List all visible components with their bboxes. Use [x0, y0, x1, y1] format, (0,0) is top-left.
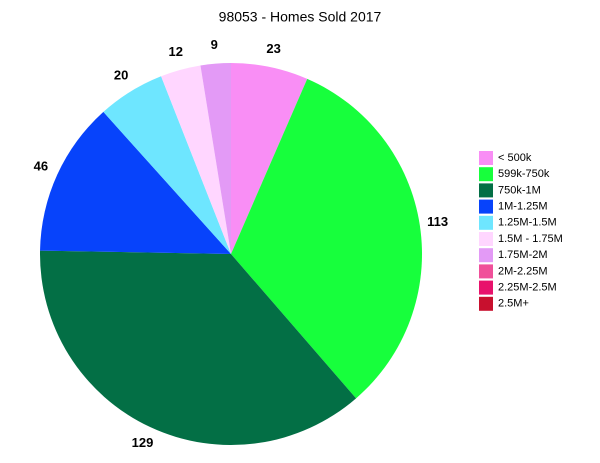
legend-swatch [479, 151, 493, 165]
legend-swatch [479, 232, 493, 246]
legend-label: 599k-750k [498, 168, 550, 180]
legend-swatch [479, 167, 493, 182]
pie-slice [103, 76, 231, 255]
pie-slice [40, 111, 231, 255]
data-label: 12 [168, 44, 182, 59]
legend-label: 1.5M - 1.75M [498, 233, 563, 245]
pie-slice [161, 65, 231, 254]
legend-swatch [479, 199, 493, 214]
data-label: 9 [211, 37, 218, 52]
data-label: 20 [114, 68, 128, 83]
legend-label: 2.5M+ [498, 298, 529, 310]
legend-label: < 500k [498, 152, 532, 164]
chart-title: 98053 - Homes Sold 2017 [219, 9, 382, 25]
legend-label: 1.25M-1.5M [498, 217, 557, 229]
pie-slice [200, 63, 231, 254]
data-label: 129 [132, 435, 154, 450]
legend-label: 750k-1M [498, 184, 541, 196]
legend-swatch [479, 215, 493, 230]
legend-swatch [479, 296, 493, 311]
legend-label: 2.25M-2.5M [498, 282, 557, 294]
legend-swatch [479, 280, 493, 295]
legend-swatch [479, 183, 493, 198]
legend-label: 1.75M-2M [498, 249, 548, 261]
legend-swatch [479, 248, 493, 263]
data-label: 113 [427, 214, 448, 229]
legend-swatch [479, 264, 493, 279]
legend-label: 1M-1.25M [498, 201, 548, 213]
pie-slice [231, 63, 308, 254]
data-label: 46 [34, 159, 48, 174]
pie-slice [231, 78, 422, 399]
legend-label: 2M-2.25M [498, 265, 548, 277]
pie-slice [39, 250, 357, 445]
data-label: 23 [266, 41, 280, 56]
